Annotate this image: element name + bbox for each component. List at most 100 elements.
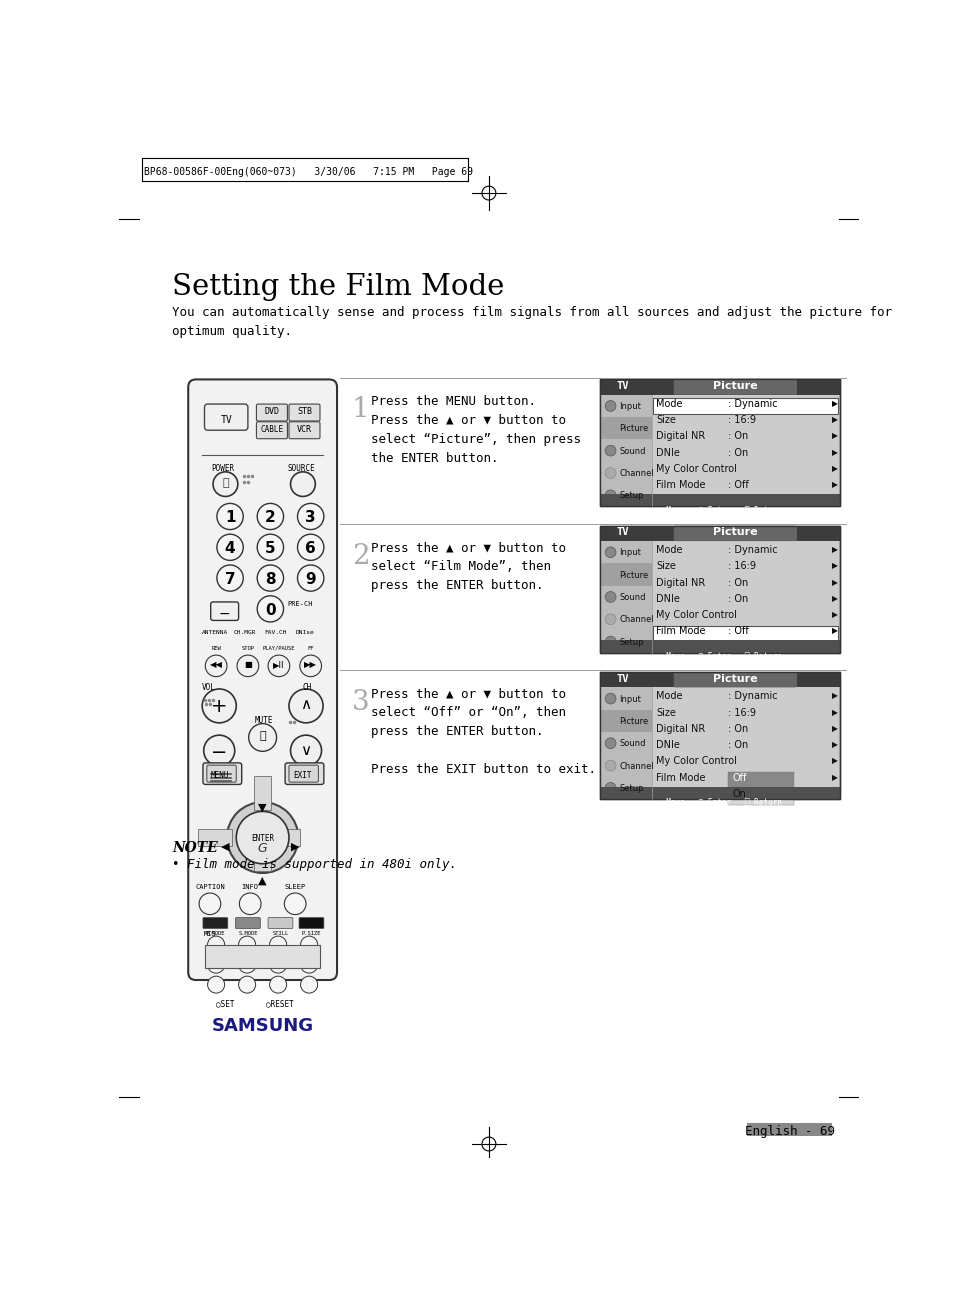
Circle shape [257,503,283,530]
Text: CH: CH [303,683,312,692]
Text: Mode: Mode [656,545,682,556]
Circle shape [604,614,616,624]
Text: DVD: DVD [264,407,279,416]
Text: MIS: MIS [204,930,216,937]
Circle shape [300,937,317,954]
Text: ▶: ▶ [831,431,838,440]
Bar [205,945,319,968]
FancyBboxPatch shape [207,765,236,782]
Text: STOP: STOP [241,645,254,650]
Text: Sound: Sound [618,739,645,748]
Text: VOL: VOL [202,683,215,692]
Text: 🔇: 🔇 [259,731,266,740]
Text: Film Mode: Film Mode [656,773,705,783]
Circle shape [604,760,616,771]
Circle shape [216,565,243,591]
Text: My Color Control: My Color Control [656,610,737,621]
Text: Picture: Picture [712,381,757,392]
Bar [746,1123,831,1136]
Text: DNIse: DNIse [294,631,314,635]
Text: Picture: Picture [618,424,648,433]
Text: MUTE: MUTE [254,716,274,725]
Text: 1: 1 [225,510,235,526]
Text: ▶: ▶ [831,593,838,602]
Text: : Off: : Off [728,627,748,636]
Text: Sound: Sound [618,446,645,455]
Circle shape [297,565,323,591]
Circle shape [238,976,255,993]
Circle shape [236,656,258,677]
Text: 4: 4 [225,541,235,556]
Circle shape [270,976,286,993]
Text: Size: Size [656,708,676,718]
Text: : 16:9: : 16:9 [728,561,756,571]
Text: Setting the Film Mode: Setting the Film Mode [172,273,504,301]
Text: Setup: Setup [618,637,643,647]
Text: ▶: ▶ [291,842,299,851]
Text: STILL: STILL [272,930,288,935]
Text: −: − [218,608,231,622]
Circle shape [604,546,616,558]
Text: SAMSUNG: SAMSUNG [212,1017,314,1036]
Text: P.SIZE: P.SIZE [301,930,321,935]
Text: ⏻: ⏻ [222,477,229,488]
Text: INFO: INFO [241,883,258,890]
Text: • Film mode is supported in 480i only.: • Film mode is supported in 480i only. [172,859,456,872]
Bar [599,526,840,653]
Circle shape [208,956,224,973]
Text: S.MODE: S.MODE [238,930,257,935]
Bar [728,771,794,788]
Text: Input: Input [618,549,640,557]
Text: Setup: Setup [618,785,643,794]
Text: DNIe: DNIe [656,593,679,604]
Bar [253,775,271,809]
Text: TV: TV [617,674,629,683]
Text: Input: Input [618,402,640,411]
Text: 9: 9 [305,572,315,587]
Bar [197,829,232,846]
FancyBboxPatch shape [268,917,293,929]
FancyBboxPatch shape [673,380,796,394]
Text: STB: STB [296,407,312,416]
FancyBboxPatch shape [603,424,617,433]
Circle shape [204,735,234,766]
Text: Channel: Channel [618,470,653,479]
Circle shape [208,976,224,993]
Text: 1: 1 [352,397,369,423]
Text: You can automatically sense and process film signals from all sources and adjust: You can automatically sense and process … [172,306,891,338]
Text: Digital NR: Digital NR [656,723,705,734]
Text: : Dynamic: : Dynamic [728,398,778,409]
Circle shape [297,535,323,561]
Bar [728,788,794,804]
Text: : On: : On [728,740,748,751]
Text: Press the MENU button.
Press the ▲ or ▼ button to
select “Picture”, then press
t: Press the MENU button. Press the ▲ or ▼ … [371,394,580,464]
Circle shape [270,956,286,973]
Text: 2: 2 [265,510,275,526]
Text: Digital NR: Digital NR [656,578,705,588]
Text: ◆ Move   ⎆ Enter   ⎕ Return: ◆ Move ⎆ Enter ⎕ Return [657,798,781,807]
Bar [599,673,840,799]
Text: ■: ■ [244,661,252,670]
Text: ◀◀: ◀◀ [210,661,222,670]
Circle shape [604,592,616,602]
Text: ▶: ▶ [831,480,838,489]
Text: My Color Control: My Color Control [656,756,737,766]
Text: P.MODE: P.MODE [206,930,225,935]
Bar [599,526,840,653]
Circle shape [604,467,616,479]
Circle shape [257,565,283,591]
Bar [599,563,652,585]
Circle shape [604,401,616,411]
Text: ◆ Move   ⎆ Enter   ⎕ Return: ◆ Move ⎆ Enter ⎕ Return [657,652,781,660]
Circle shape [257,535,283,561]
Text: Size: Size [656,561,676,571]
Text: ○RESET: ○RESET [266,999,294,1008]
Circle shape [604,738,616,748]
Circle shape [257,596,283,622]
FancyBboxPatch shape [203,762,241,785]
FancyBboxPatch shape [673,673,796,687]
FancyBboxPatch shape [204,405,248,431]
Bar [599,673,840,799]
Circle shape [239,892,261,915]
Text: Picture: Picture [712,674,757,683]
